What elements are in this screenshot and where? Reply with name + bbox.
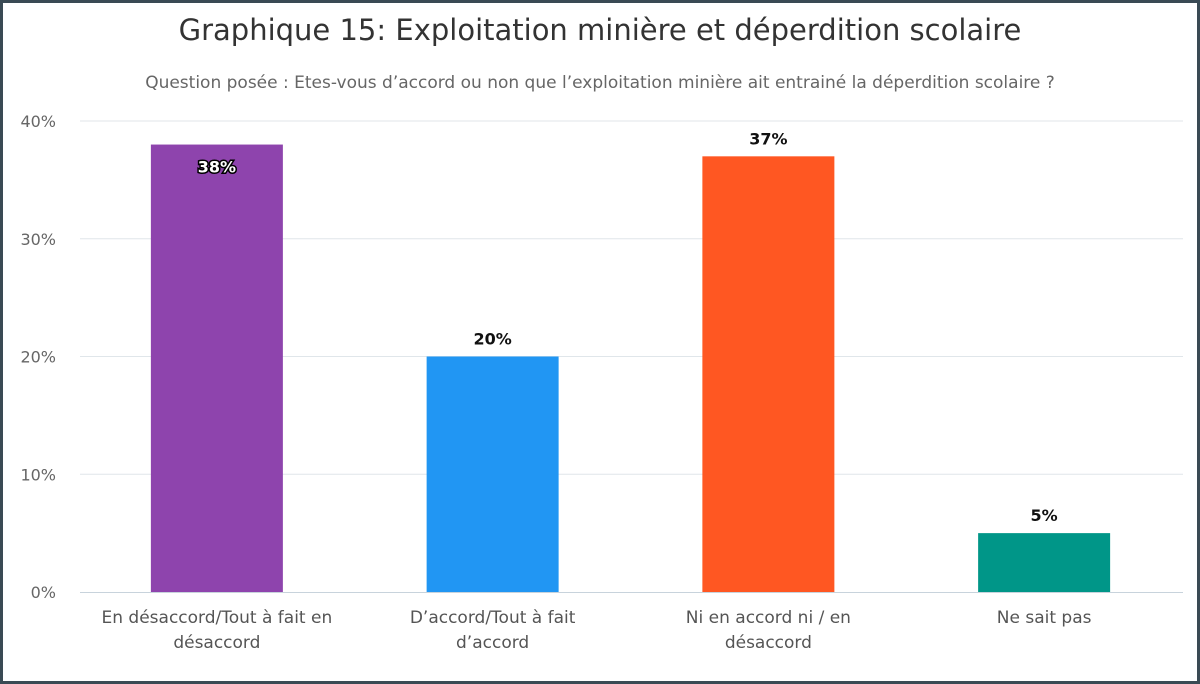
data-label: 5%: [1031, 506, 1058, 525]
x-tick-label: Ni en accord ni / en: [686, 608, 851, 628]
x-tick-label: désaccord: [173, 633, 260, 653]
x-tick-label: désaccord: [725, 633, 812, 653]
x-tick-label: En désaccord/Tout à fait en: [102, 608, 333, 628]
y-tick-label: 20%: [20, 348, 56, 367]
bars: [150, 144, 1111, 593]
x-axis: En désaccord/Tout à fait en désaccord D’ac…: [80, 592, 1183, 653]
y-tick-label: 30%: [20, 230, 56, 249]
bar: [426, 356, 559, 592]
x-tick-label: D’accord/Tout à fait: [410, 608, 576, 628]
y-tick-label: 40%: [20, 112, 56, 131]
chart-subtitle: Question posée : Etes-vous d’accord ou n…: [145, 73, 1055, 93]
x-tick-label: d’accord: [456, 633, 529, 653]
x-tick-label: Ne sait pas: [997, 608, 1092, 628]
data-label: 37%: [749, 129, 787, 148]
data-label: 20%: [473, 330, 511, 349]
bar: [978, 533, 1111, 592]
data-labels: 38% 20% 37% 5%: [196, 129, 1058, 525]
y-tick-label: 0%: [31, 583, 56, 602]
bar: [150, 144, 283, 593]
bar: [702, 156, 835, 592]
y-axis: 0% 10% 20% 30% 40%: [20, 112, 56, 602]
y-tick-label: 10%: [20, 465, 56, 484]
chart-title: Graphique 15: Exploitation minière et dé…: [178, 13, 1022, 47]
data-label: 38%: [198, 158, 236, 177]
